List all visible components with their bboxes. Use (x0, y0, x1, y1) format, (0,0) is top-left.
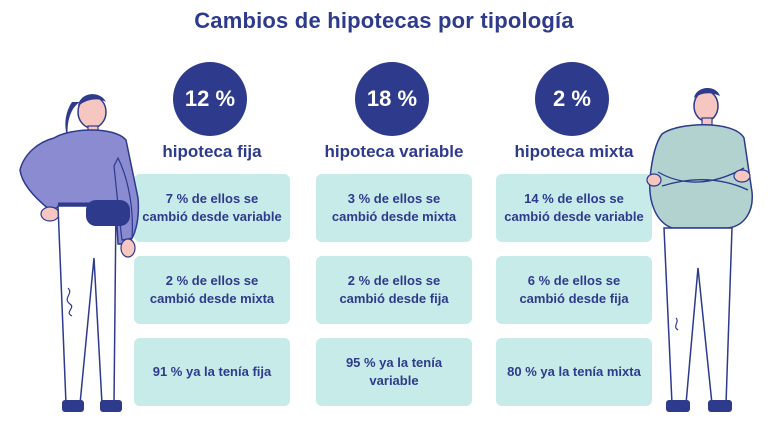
page-title: Cambios de hipotecas por tipología (194, 8, 574, 33)
stat-box: 95 % ya la tenía variable (316, 338, 472, 406)
woman-with-fanny-pack-illustration (19, 94, 140, 412)
stat-box: 2 % de ellos se cambió desde mixta (134, 256, 290, 324)
percent-circle: 18 % (355, 62, 429, 136)
man-with-crossed-arms-illustration (646, 87, 753, 412)
stat-box: 7 % de ellos se cambió desde variable (134, 174, 290, 242)
mortgage-type-label: hipoteca fija (162, 142, 262, 161)
stat-box: 14 % de ellos se cambió desde variable (496, 174, 652, 242)
stat-box: 3 % de ellos se cambió desde mixta (316, 174, 472, 242)
stat-box: 80 % ya la tenía mixta (496, 338, 652, 406)
percent-circle: 12 % (173, 62, 247, 136)
stat-box: 2 % de ellos se cambió desde fija (316, 256, 472, 324)
stat-box: 6 % de ellos se cambió desde fija (496, 256, 652, 324)
mortgage-type-label: hipoteca mixta (514, 142, 634, 161)
stat-box: 91 % ya la tenía fija (134, 338, 290, 406)
mortgage-type-label: hipoteca variable (324, 142, 464, 161)
percent-circle: 2 % (535, 62, 609, 136)
